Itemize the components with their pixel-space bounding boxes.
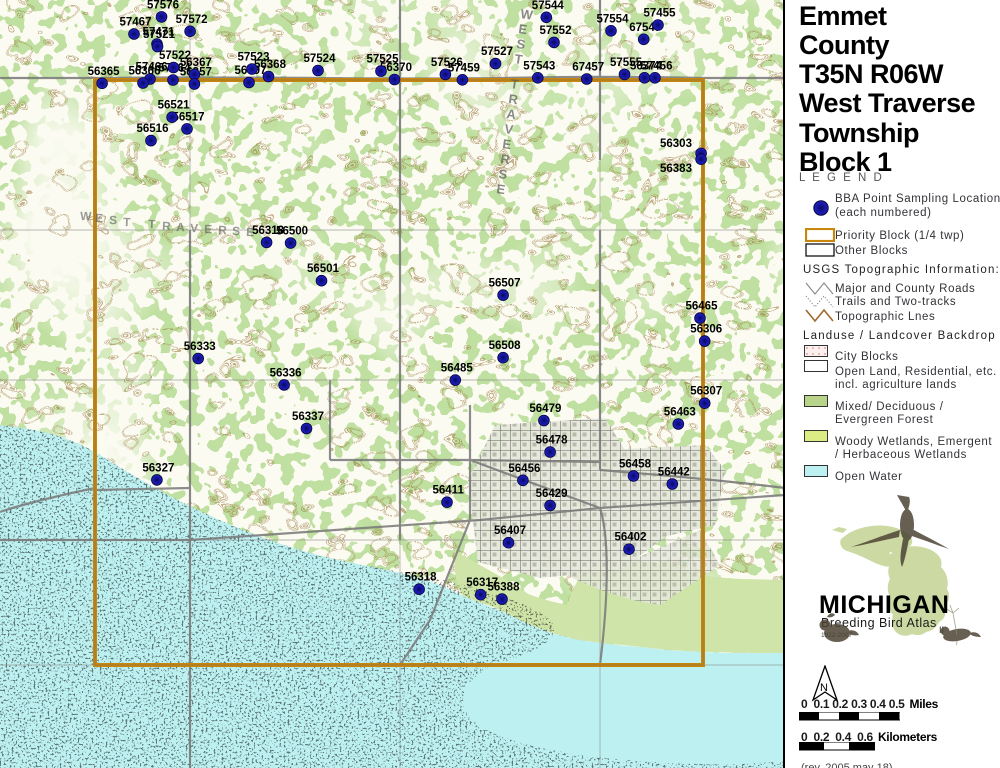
svg-text:57456: 57456 <box>641 60 673 72</box>
svg-text:56336: 56336 <box>270 367 302 379</box>
svg-text:V: V <box>190 221 198 235</box>
svg-text:S: S <box>232 224 240 238</box>
svg-text:56500: 56500 <box>276 226 308 238</box>
svg-text:56458: 56458 <box>619 459 652 471</box>
svg-text:56402: 56402 <box>615 532 647 544</box>
svg-text:56479: 56479 <box>529 403 561 415</box>
svg-text:N: N <box>820 682 828 694</box>
svg-text:56365: 56365 <box>88 66 121 78</box>
svg-text:57572: 57572 <box>176 14 208 26</box>
svg-text:S: S <box>109 213 117 227</box>
svg-text:T: T <box>123 215 131 229</box>
svg-text:56456: 56456 <box>508 463 540 475</box>
svg-text:E: E <box>95 211 103 225</box>
svg-text:R: R <box>218 223 227 237</box>
svg-text:56521: 56521 <box>158 100 191 112</box>
svg-text:A: A <box>176 220 185 234</box>
svg-text:67457: 67457 <box>572 62 604 74</box>
svg-text:56501: 56501 <box>307 263 340 275</box>
svg-text:57552: 57552 <box>540 25 572 37</box>
svg-text:56485: 56485 <box>441 363 474 375</box>
svg-text:E: E <box>204 222 212 236</box>
svg-text:56318: 56318 <box>405 572 438 584</box>
svg-text:57459: 57459 <box>448 62 480 74</box>
svg-text:56465: 56465 <box>686 301 719 313</box>
svg-text:56333: 56333 <box>184 341 216 353</box>
svg-text:57524: 57524 <box>304 53 337 65</box>
svg-text:56463: 56463 <box>664 407 696 419</box>
svg-text:56407: 56407 <box>494 525 526 537</box>
svg-text:56337: 56337 <box>292 411 324 423</box>
svg-text:MICHIGAN: MICHIGAN <box>819 591 949 619</box>
svg-text:56307: 56307 <box>690 386 722 398</box>
svg-text:56366: 56366 <box>129 66 161 78</box>
svg-text:R: R <box>162 219 171 233</box>
svg-text:57455: 57455 <box>644 8 677 20</box>
svg-text:56383: 56383 <box>660 163 692 175</box>
svg-text:57544: 57544 <box>532 0 565 12</box>
svg-text:56306: 56306 <box>690 324 722 336</box>
svg-text:56411: 56411 <box>433 485 465 497</box>
svg-text:56327: 56327 <box>142 462 174 474</box>
svg-text:56516: 56516 <box>137 123 169 135</box>
svg-text:56442: 56442 <box>658 467 690 479</box>
svg-text:56388: 56388 <box>488 582 521 594</box>
svg-text:56508: 56508 <box>489 340 522 352</box>
svg-text:56303: 56303 <box>660 138 692 150</box>
svg-text:57554: 57554 <box>597 13 630 25</box>
svg-text:56429: 56429 <box>536 488 568 500</box>
svg-text:W: W <box>80 209 92 223</box>
svg-text:57576: 57576 <box>147 0 179 11</box>
svg-text:T: T <box>148 217 156 231</box>
svg-text:56478: 56478 <box>536 435 569 447</box>
svg-text:56507: 56507 <box>489 278 521 290</box>
svg-text:57543: 57543 <box>523 60 555 72</box>
svg-text:57527: 57527 <box>481 46 513 58</box>
